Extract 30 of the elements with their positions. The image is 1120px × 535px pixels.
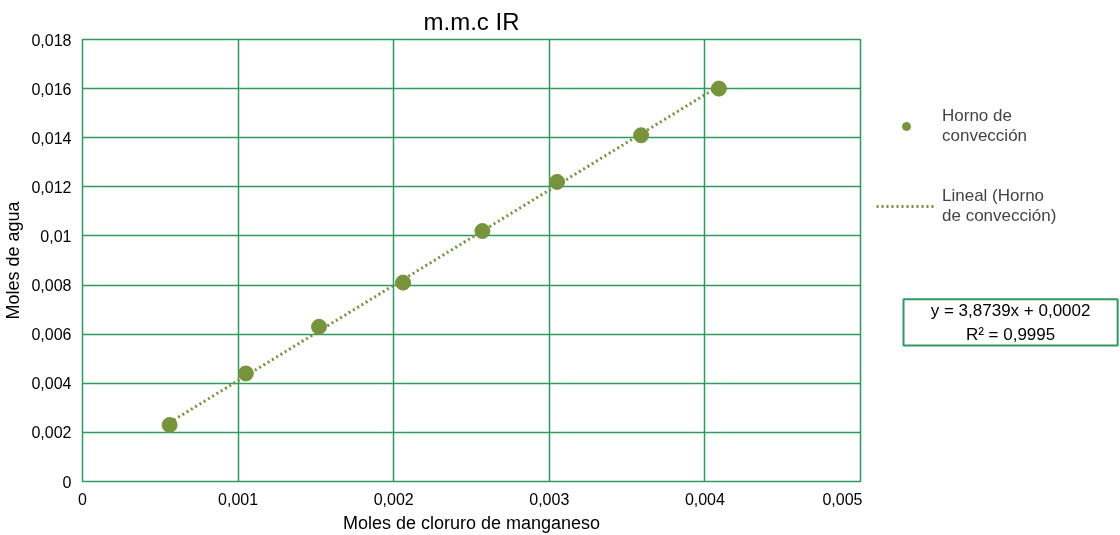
x-tick-label: 0 — [78, 490, 88, 508]
legend-label: Horno de convección — [942, 106, 1028, 146]
point — [710, 80, 727, 97]
x-tick-label: 0,002 — [373, 490, 414, 508]
legend-label: Lineal (Horno de convección) — [942, 186, 1057, 226]
x-tick-label: 0,001 — [218, 490, 259, 508]
x-tick-label: 0,003 — [529, 490, 570, 508]
y-tick-label: 0,004 — [31, 375, 72, 393]
y-tick-label: 0,014 — [31, 129, 72, 147]
point — [633, 127, 650, 144]
y-tick-label: 0,018 — [31, 31, 72, 49]
y-tick-label: 0,002 — [31, 424, 72, 442]
point — [237, 365, 254, 382]
x-tick-label: 0,004 — [684, 490, 726, 508]
y-tick-label: 0,006 — [31, 326, 72, 344]
y-tick-label: 0 — [62, 473, 72, 491]
chart-title: m.m.c IR — [423, 7, 520, 35]
y-tick-label: 0,016 — [31, 80, 72, 98]
point — [311, 318, 328, 335]
y-tick-label: 0,012 — [31, 178, 72, 196]
point — [395, 274, 412, 291]
point — [474, 223, 491, 240]
x-tick-label: 0,005 — [822, 490, 863, 508]
text: y = 3,8739x + 0,0002 R² = 0,9995 — [930, 301, 1091, 344]
point — [549, 173, 566, 190]
y-axis-title: Moles de agua — [3, 200, 24, 320]
y-tick-label: 0,008 — [31, 277, 72, 295]
point — [161, 417, 178, 434]
x-axis-title: Moles de cloruro de manganeso — [342, 512, 601, 533]
y-tick-label: 0,01 — [40, 227, 72, 245]
